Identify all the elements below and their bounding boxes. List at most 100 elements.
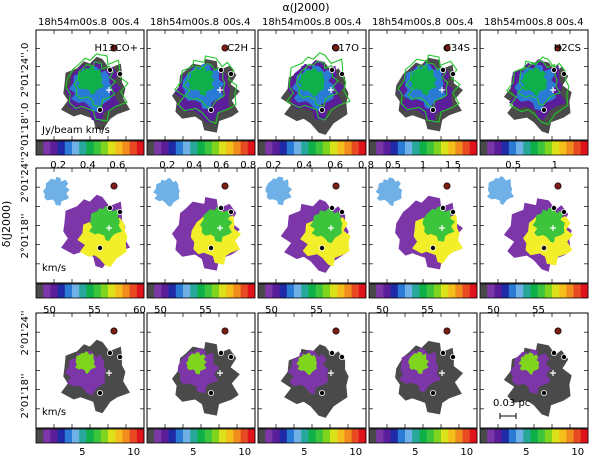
colorbar-swatch bbox=[441, 284, 449, 298]
unit-label-row2: km/s bbox=[42, 263, 66, 274]
source-marker bbox=[429, 389, 436, 396]
source-marker bbox=[561, 71, 568, 78]
panel-r1-c2 bbox=[146, 29, 256, 141]
colorbar-swatch bbox=[544, 429, 553, 443]
source-marker bbox=[429, 107, 436, 114]
colorbar-swatch bbox=[501, 141, 510, 155]
colorbar-frame bbox=[257, 140, 367, 156]
colorbar-swatch bbox=[226, 284, 234, 298]
panel-label-c2h: C2H bbox=[227, 43, 248, 54]
colorbar-swatch bbox=[294, 284, 302, 298]
colorbar-swatch bbox=[358, 141, 367, 155]
panel-r2-c2 bbox=[146, 167, 256, 284]
dec-tick-r2-a: 2°01'24'' bbox=[20, 157, 31, 202]
top-axis-title: α(J2000) bbox=[282, 1, 329, 14]
cb1-tick-label: 0.8 bbox=[358, 160, 374, 171]
panel-r3-c3 bbox=[257, 312, 367, 429]
colorbar-swatch bbox=[64, 284, 73, 298]
width-region bbox=[64, 350, 106, 396]
cross-marker bbox=[439, 370, 445, 376]
ra-tick-minor-2: 00s.4 bbox=[223, 17, 250, 28]
source-marker bbox=[328, 204, 335, 211]
colorbar-swatch bbox=[441, 429, 449, 443]
colorbar-swatch bbox=[337, 141, 345, 155]
colorbar-swatch bbox=[405, 141, 413, 155]
colorbar-swatch bbox=[530, 429, 538, 443]
colorbar-swatch bbox=[72, 429, 80, 443]
colorbar-swatch bbox=[154, 429, 162, 443]
source-marker bbox=[429, 244, 436, 251]
colorbar-swatch bbox=[376, 429, 384, 443]
colorbar-swatch bbox=[147, 141, 155, 155]
reference-marker bbox=[443, 182, 451, 190]
source-marker bbox=[227, 353, 234, 360]
colorbar-swatch bbox=[286, 429, 295, 443]
ra-tick-main-2: 18h54m00s.8 bbox=[150, 17, 219, 28]
colorbar-swatch bbox=[487, 429, 495, 443]
colorbar-swatch bbox=[272, 284, 280, 298]
colorbar-swatch bbox=[322, 141, 331, 155]
colorbar-swatch bbox=[79, 284, 87, 298]
colorbar-swatch bbox=[530, 141, 538, 155]
source-marker bbox=[117, 71, 124, 78]
cb1-tick-label: 0.5 bbox=[385, 160, 401, 171]
cross-marker bbox=[439, 87, 445, 93]
velocity-green-lobe bbox=[200, 207, 233, 243]
colorbar-swatch bbox=[537, 284, 546, 298]
cb2-tick-label: 50 bbox=[43, 305, 56, 316]
contour-inner bbox=[182, 62, 226, 109]
cross-marker bbox=[106, 87, 112, 93]
colorbar-r2-c3 bbox=[257, 283, 367, 299]
source-marker bbox=[217, 67, 224, 74]
width-peak bbox=[186, 352, 207, 375]
colorbar-swatch bbox=[419, 429, 427, 443]
colorbar-swatch bbox=[161, 284, 169, 298]
source-marker bbox=[561, 353, 568, 360]
colorbar-swatch bbox=[265, 141, 273, 155]
colorbar-frame bbox=[146, 283, 256, 299]
colorbar-swatch bbox=[50, 141, 58, 155]
colorbar-swatch bbox=[480, 141, 488, 155]
panel-r1-c4 bbox=[368, 29, 478, 141]
dec-tick-labels: 2°01'24''.0 2°01'18''.0 2°01'24'' 2°01'1… bbox=[20, 43, 31, 419]
colorbar-swatch bbox=[462, 141, 471, 155]
colorbar-swatch bbox=[86, 429, 94, 443]
colorbar-swatch bbox=[233, 141, 241, 155]
colorbar-swatch bbox=[508, 429, 517, 443]
colorbar-swatch bbox=[226, 141, 234, 155]
colorbar-swatch bbox=[419, 284, 427, 298]
colorbar-swatch bbox=[57, 429, 66, 443]
colorbar-swatch bbox=[469, 141, 478, 155]
ra-tick-main-1: 18h54m00s.8 bbox=[38, 17, 107, 28]
colorbar-frame bbox=[479, 428, 589, 444]
colorbar-swatch bbox=[204, 429, 213, 443]
cb1-tick-label: 0.4 bbox=[80, 160, 96, 171]
colorbar-swatch bbox=[147, 284, 155, 298]
scale-bar-label: 0.03 pc bbox=[493, 398, 530, 409]
velocity-green-lobe bbox=[309, 208, 343, 244]
reference-marker bbox=[110, 182, 118, 190]
cb2-tick-label: 55 bbox=[421, 305, 434, 316]
colorbar-swatch bbox=[344, 429, 352, 443]
cb3-tick-label: 5 bbox=[412, 447, 418, 457]
colorbar-swatch bbox=[211, 284, 220, 298]
colorbar-swatch bbox=[308, 141, 316, 155]
colorbar-swatch bbox=[580, 284, 589, 298]
velocity-blue-lobe bbox=[487, 176, 514, 205]
contour-inner bbox=[73, 61, 117, 108]
panel-r1-c3 bbox=[257, 29, 367, 141]
colorbar-swatch bbox=[122, 284, 130, 298]
colorbar-swatch bbox=[43, 429, 51, 443]
panel-r3-c2 bbox=[146, 312, 256, 429]
colorbar-swatch bbox=[412, 429, 420, 443]
source-marker bbox=[107, 67, 114, 74]
colorbar-swatch bbox=[559, 429, 567, 443]
colorbar-swatch bbox=[247, 284, 256, 298]
colorbar-swatch bbox=[72, 141, 80, 155]
colorbar-swatch bbox=[122, 429, 130, 443]
colorbars: 0.2 0.4 0.6 0.2 0.4 0.6 0.8 0.2 0.4 0.6 0.8 0.5 1 1.5… bbox=[35, 140, 589, 457]
colorbar-swatch bbox=[369, 284, 377, 298]
reference-marker bbox=[110, 44, 118, 52]
cross-marker bbox=[328, 225, 334, 231]
colorbar-swatch bbox=[240, 141, 249, 155]
